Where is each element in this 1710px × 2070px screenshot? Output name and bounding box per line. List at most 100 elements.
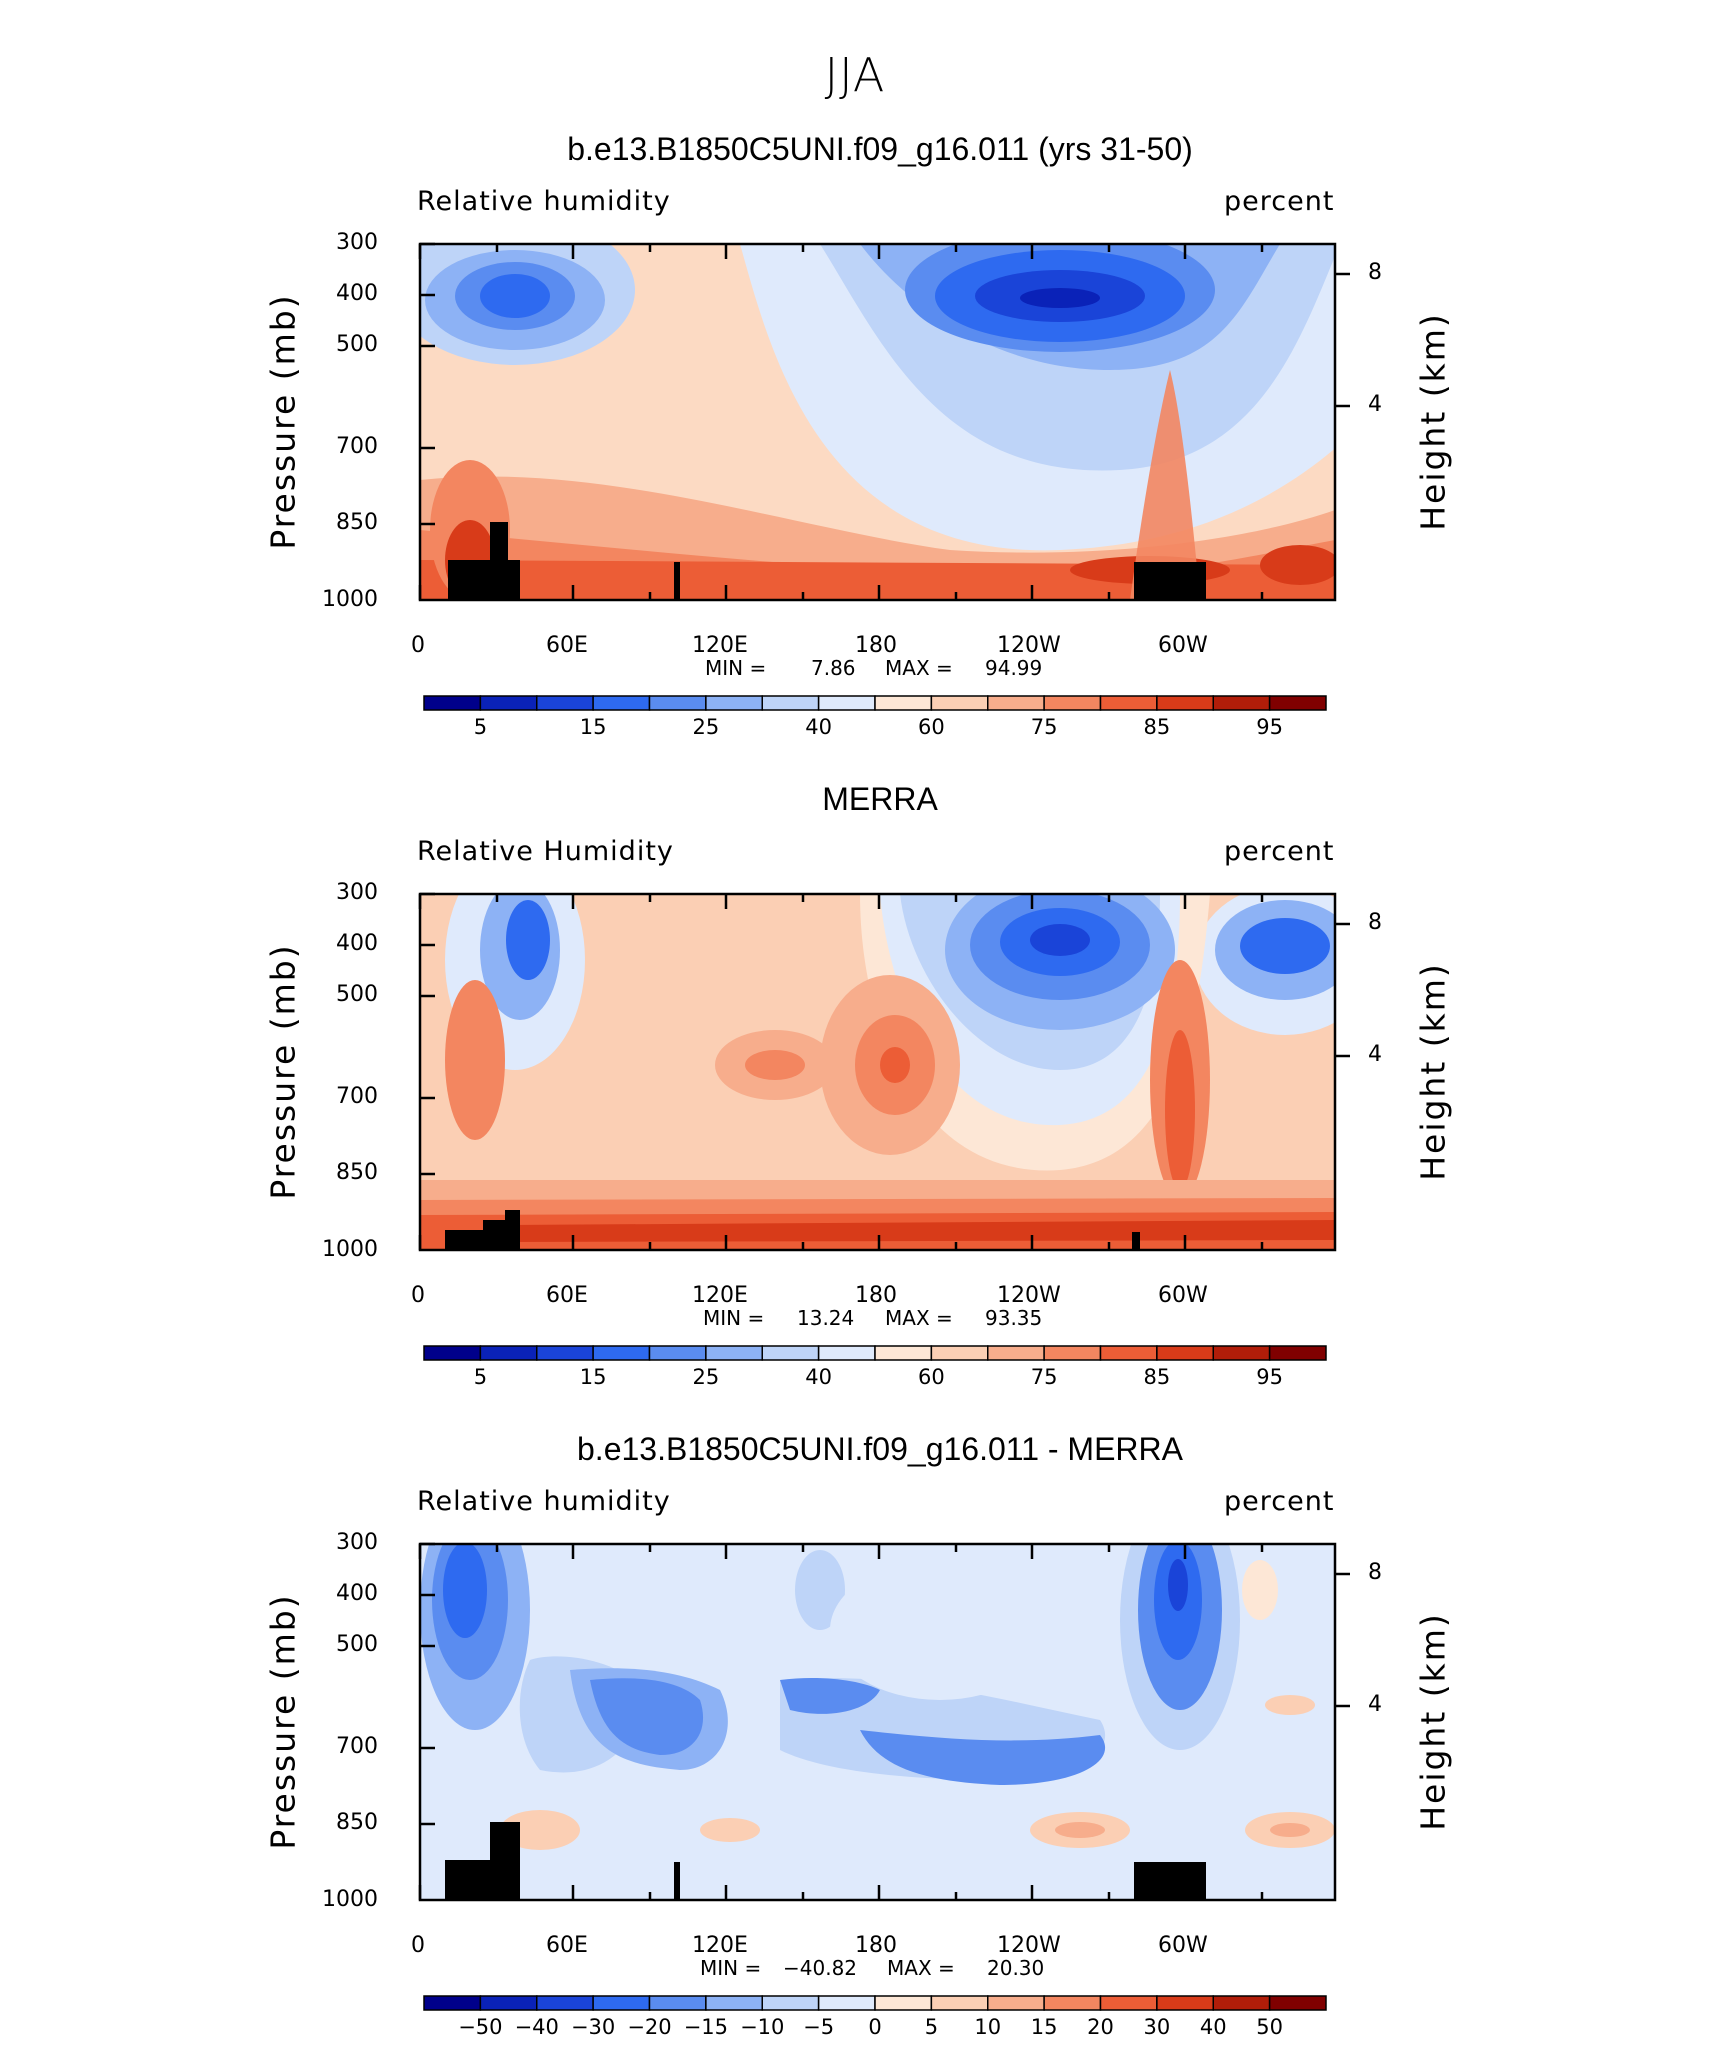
colorbar-1-swatch [874,695,933,711]
panel-1-frame [418,242,1337,602]
panel-3-max-value: 20.30 [987,1956,1045,1980]
panel-2-xtick-5: 60W [1158,1283,1208,1308]
colorbar-3-swatch [705,1995,763,2011]
panel-2-units-label: percent [1224,836,1335,867]
panel-2-ytick-2: 500 [336,982,378,1007]
panel-2-variable-label: Relative Humidity [417,836,674,867]
colorbar-3-swatch [592,1995,651,2011]
panel-1-max-label: MAX = [885,656,953,680]
panel-1-x-ticks [418,242,1350,600]
colorbar-2-label: 25 [693,1365,720,1389]
panel-1-xtick-2: 120E [692,633,748,658]
panel-1-right-axis-label: Height (km) [1413,312,1453,531]
panel-2-ytick-5: 1000 [322,1237,378,1262]
panel-3-right-axis-label: Height (km) [1413,1612,1453,1831]
panel-1-ytick-2: 500 [336,332,378,357]
colorbar-2-swatch [592,1345,651,1361]
panel-1-colorbar: 5 15 25 40 60 75 85 95 [423,695,1327,739]
panel-2-xtick-2: 120E [692,1283,748,1308]
panel-3-plot [418,1542,1350,1902]
colorbar-3-label: −20 [627,2015,671,2038]
colorbar-3-label: 40 [1200,2015,1227,2038]
panel-3-xtick-3: 180 [855,1933,897,1958]
panel-2-ytick-4: 850 [336,1160,378,1185]
panel-3-frame [418,1542,1337,1902]
panel-3-xtick-0: 0 [411,1933,425,1958]
panel-2-right-axis-label: Height (km) [1413,962,1453,1181]
panel-2-max-value: 93.35 [985,1306,1043,1330]
colorbar-2-label: 85 [1144,1365,1171,1389]
colorbar-3-swatch [1099,1995,1158,2011]
panel-1-min-label: MIN = [705,656,767,680]
colorbar-2-label: 95 [1256,1365,1283,1389]
panel-2-frame [418,892,1337,1252]
season-title: JJA [824,48,886,102]
colorbar-2-swatch [536,1345,594,1361]
colorbar-3-label: 50 [1256,2015,1283,2038]
colorbar-2-label: 60 [918,1365,945,1389]
panel-3-ytick-3: 700 [336,1734,378,1759]
panel-1-xtick-4: 120W [997,633,1061,658]
colorbar-2-swatch [648,1345,707,1361]
panel-2-min-label: MIN = [703,1306,765,1330]
colorbar-2-swatch [1212,1345,1271,1361]
colorbar-3-swatch [1156,1995,1214,2011]
colorbar-1-swatch [479,695,538,711]
panel-3-ytick-0: 300 [336,1530,378,1555]
colorbar-3-label: −10 [740,2015,784,2038]
panel-1-ytick-5: 1000 [322,587,378,612]
colorbar-3-label: −15 [684,2015,728,2038]
panel-1-right-tick-1: 4 [1368,392,1382,417]
panel-1-xtick-1: 60E [546,633,588,658]
colorbar-1-swatch [592,695,651,711]
colorbar-2-swatch [1043,1345,1102,1361]
colorbar-1-swatch [930,695,989,711]
colorbar-3-swatch [1043,1995,1102,2011]
colorbar-1-label: 40 [805,715,832,739]
colorbar-1-label: 85 [1144,715,1171,739]
panel-1-right-tick-0: 8 [1368,260,1382,285]
colorbar-1-swatch [1099,695,1158,711]
colorbar-3-label: 10 [974,2015,1001,2038]
panel-3-ytick-2: 500 [336,1632,378,1657]
colorbar-3-label: −50 [458,2015,502,2038]
panel-2-right-tick-1: 4 [1368,1042,1382,1067]
panel-3-ytick-1: 400 [336,1581,378,1606]
colorbar-1-swatch [1268,695,1327,711]
colorbar-3-swatch [479,1995,538,2011]
panel-3-topography [445,1860,520,1900]
panel-2-y-axis-label: Pressure (mb) [263,943,303,1200]
colorbar-2-label: 15 [580,1365,607,1389]
colorbar-1-swatch [648,695,707,711]
colorbar-2-swatch [1156,1345,1214,1361]
panel-2-max-label: MAX = [885,1306,953,1330]
panel-3-y-axis-label: Pressure (mb) [263,1593,303,1850]
colorbar-3-swatch [648,1995,707,2011]
panel-2-xtick-0: 0 [411,1283,425,1308]
colorbar-3-swatch [987,1995,1045,2011]
panel-3-variable-label: Relative humidity [417,1486,671,1517]
panel-1-ytick-4: 850 [336,510,378,535]
panel-2-right-tick-0: 8 [1368,910,1382,935]
panel-3-x-ticks [418,1542,1350,1900]
colorbar-3-swatch [1268,1995,1327,2011]
colorbar-3-label: 15 [1031,2015,1058,2038]
panel-1-min-value: 7.86 [811,656,856,680]
colorbar-2-label: 5 [474,1365,487,1389]
panel-1-ytick-0: 300 [336,230,378,255]
panel-3-xtick-2: 120E [692,1933,748,1958]
colorbar-3-label: 0 [868,2015,881,2038]
colorbar-2-swatch [761,1345,820,1361]
colorbar-1-label: 15 [580,715,607,739]
colorbar-1-label: 5 [474,715,487,739]
colorbar-3-label: −5 [803,2015,834,2038]
panel-3-xtick-4: 120W [997,1933,1061,1958]
panel-2-xtick-1: 60E [546,1283,588,1308]
panel-2-title: MERRA [822,781,938,817]
panel-3-ytick-5: 1000 [322,1887,378,1912]
colorbar-1-label: 95 [1256,715,1283,739]
panel-1-title: b.e13.B1850C5UNI.f09_g16.011 (yrs 31-50) [567,131,1193,167]
colorbar-2-swatch [705,1345,763,1361]
panel-1-max-value: 94.99 [985,656,1043,680]
panel-2-colorbar: 5 15 25 40 60 75 85 95 [423,1345,1327,1389]
